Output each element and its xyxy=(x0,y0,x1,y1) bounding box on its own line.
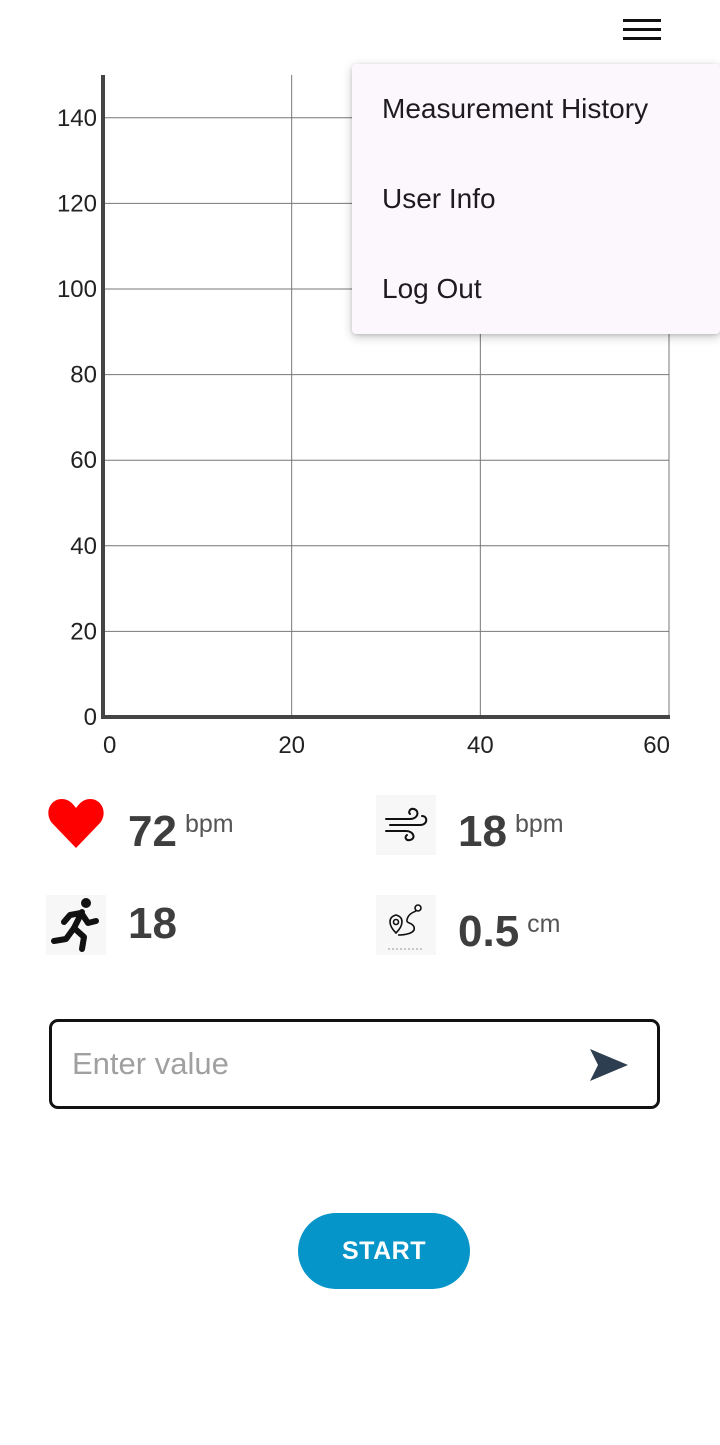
y-tick-label: 120 xyxy=(57,190,97,217)
value-input[interactable] xyxy=(72,1036,552,1092)
respiration-metric: 18 bpm xyxy=(376,795,676,856)
running-icon xyxy=(46,895,106,955)
x-tick-label: 20 xyxy=(278,732,305,759)
heart-rate-unit: bpm xyxy=(184,810,234,838)
heart-icon xyxy=(48,799,104,848)
line-chart: 0 20 40 60 80 100 120 140 0 20 40 60 xyxy=(57,75,670,759)
menu-item-measurement-history[interactable]: Measurement History xyxy=(382,93,649,124)
y-tick-label: 80 xyxy=(70,362,97,389)
distance-metric: 0.5 cm xyxy=(376,895,676,956)
y-tick-label: 140 xyxy=(57,105,97,132)
distance-unit: cm xyxy=(527,910,561,938)
respiration-value: 18 xyxy=(458,807,507,856)
x-tick-label: 0 xyxy=(103,732,116,759)
dropdown-menu: Measurement History User Info Log Out xyxy=(352,64,720,334)
y-tick-label: 60 xyxy=(70,447,97,474)
send-icon[interactable] xyxy=(582,1040,634,1090)
heart-rate-metric: 72 bpm xyxy=(46,795,346,856)
menu-item-user-info[interactable]: User Info xyxy=(382,183,496,214)
distance-value: 0.5 xyxy=(458,907,520,956)
y-tick-label: 100 xyxy=(57,276,97,303)
x-tick-label: 40 xyxy=(467,732,494,759)
value-input-container xyxy=(49,1019,660,1109)
menu-icon[interactable] xyxy=(612,10,670,50)
menu-item-log-out[interactable]: Log Out xyxy=(382,273,482,304)
x-tick-label: 60 xyxy=(643,732,670,759)
steps-value: 18 xyxy=(128,899,177,948)
y-tick-label: 0 xyxy=(84,704,97,731)
y-tick-label: 40 xyxy=(70,533,97,560)
y-tick-label: 20 xyxy=(70,618,97,645)
wind-icon xyxy=(376,795,436,855)
start-button[interactable]: START xyxy=(298,1213,470,1289)
respiration-unit: bpm xyxy=(514,810,564,838)
heart-rate-value: 72 xyxy=(128,807,177,856)
steps-metric: 18 xyxy=(46,895,346,955)
route-icon xyxy=(376,895,436,955)
